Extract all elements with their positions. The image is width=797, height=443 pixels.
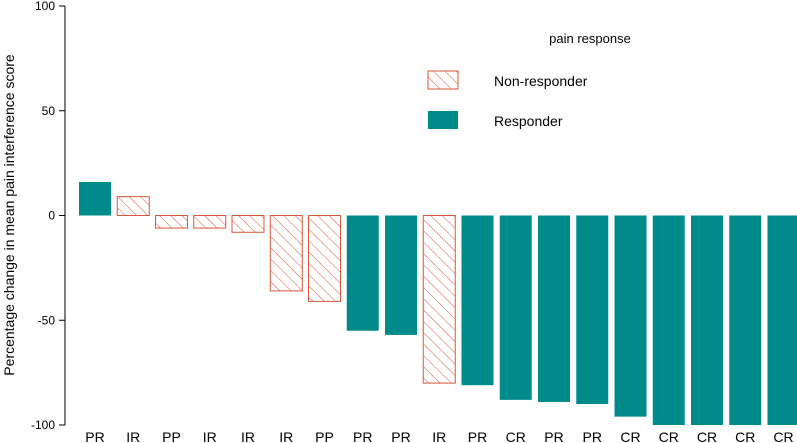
bar-responder [499, 215, 532, 400]
bar-responder [385, 215, 417, 335]
legend-label-nonresponder: Non-responder [494, 73, 588, 89]
category-label: IR [126, 429, 140, 443]
bar-responder [461, 215, 494, 386]
category-label: PR [583, 429, 602, 443]
bar-nonresponder [422, 215, 456, 384]
y-tick-label: 0 [48, 209, 55, 223]
bar-responder [652, 215, 685, 425]
bar-responder [79, 181, 111, 216]
bar-nonresponder [155, 215, 188, 229]
bar-nonresponder [308, 215, 341, 302]
category-label: IR [432, 429, 446, 443]
bar-nonresponder [116, 196, 150, 217]
legend-label-responder: Responder [494, 113, 563, 129]
y-tick-label: -100 [31, 418, 55, 432]
y-tick-label: 50 [42, 104, 56, 118]
category-label: PR [544, 429, 563, 443]
bar-nonresponder [269, 215, 303, 292]
bars-group [79, 181, 797, 425]
category-label: PR [468, 429, 487, 443]
category-label: IR [241, 429, 255, 443]
bar-responder [346, 215, 379, 331]
y-tick-label: -50 [38, 313, 56, 327]
legend-swatch-nonresponder [427, 70, 459, 90]
bar-nonresponder [231, 215, 265, 233]
bar-responder [691, 215, 723, 425]
bar-responder [576, 215, 609, 405]
bar-responder [767, 215, 797, 425]
y-axis-label: Percentage change in mean pain interfere… [1, 54, 17, 376]
category-label: CR [697, 429, 717, 443]
category-label: CR [659, 429, 679, 443]
category-label: PP [315, 429, 334, 443]
category-labels: PR IR PP IR IR IR PP PR PR IR PR CR PR PR CR CR CR CR CR [85, 429, 793, 443]
category-label: CR [735, 429, 755, 443]
bar-responder [538, 215, 570, 402]
legend-swatch-responder [428, 111, 458, 129]
y-ticks: 100 50 0 -50 -100 [31, 0, 65, 432]
category-label: CR [773, 429, 793, 443]
category-label: CR [506, 429, 526, 443]
y-tick-label: 100 [35, 0, 55, 13]
bar-nonresponder [193, 215, 227, 229]
bar-responder [614, 215, 647, 417]
category-label: PR [85, 429, 104, 443]
legend: pain response Non-responder Responder [427, 31, 631, 129]
category-label: PP [162, 429, 181, 443]
category-label: PR [391, 429, 410, 443]
category-label: PR [353, 429, 372, 443]
category-label: IR [279, 429, 293, 443]
legend-title: pain response [549, 31, 631, 46]
bar-responder [729, 215, 762, 425]
category-label: IR [203, 429, 217, 443]
category-label: CR [620, 429, 640, 443]
